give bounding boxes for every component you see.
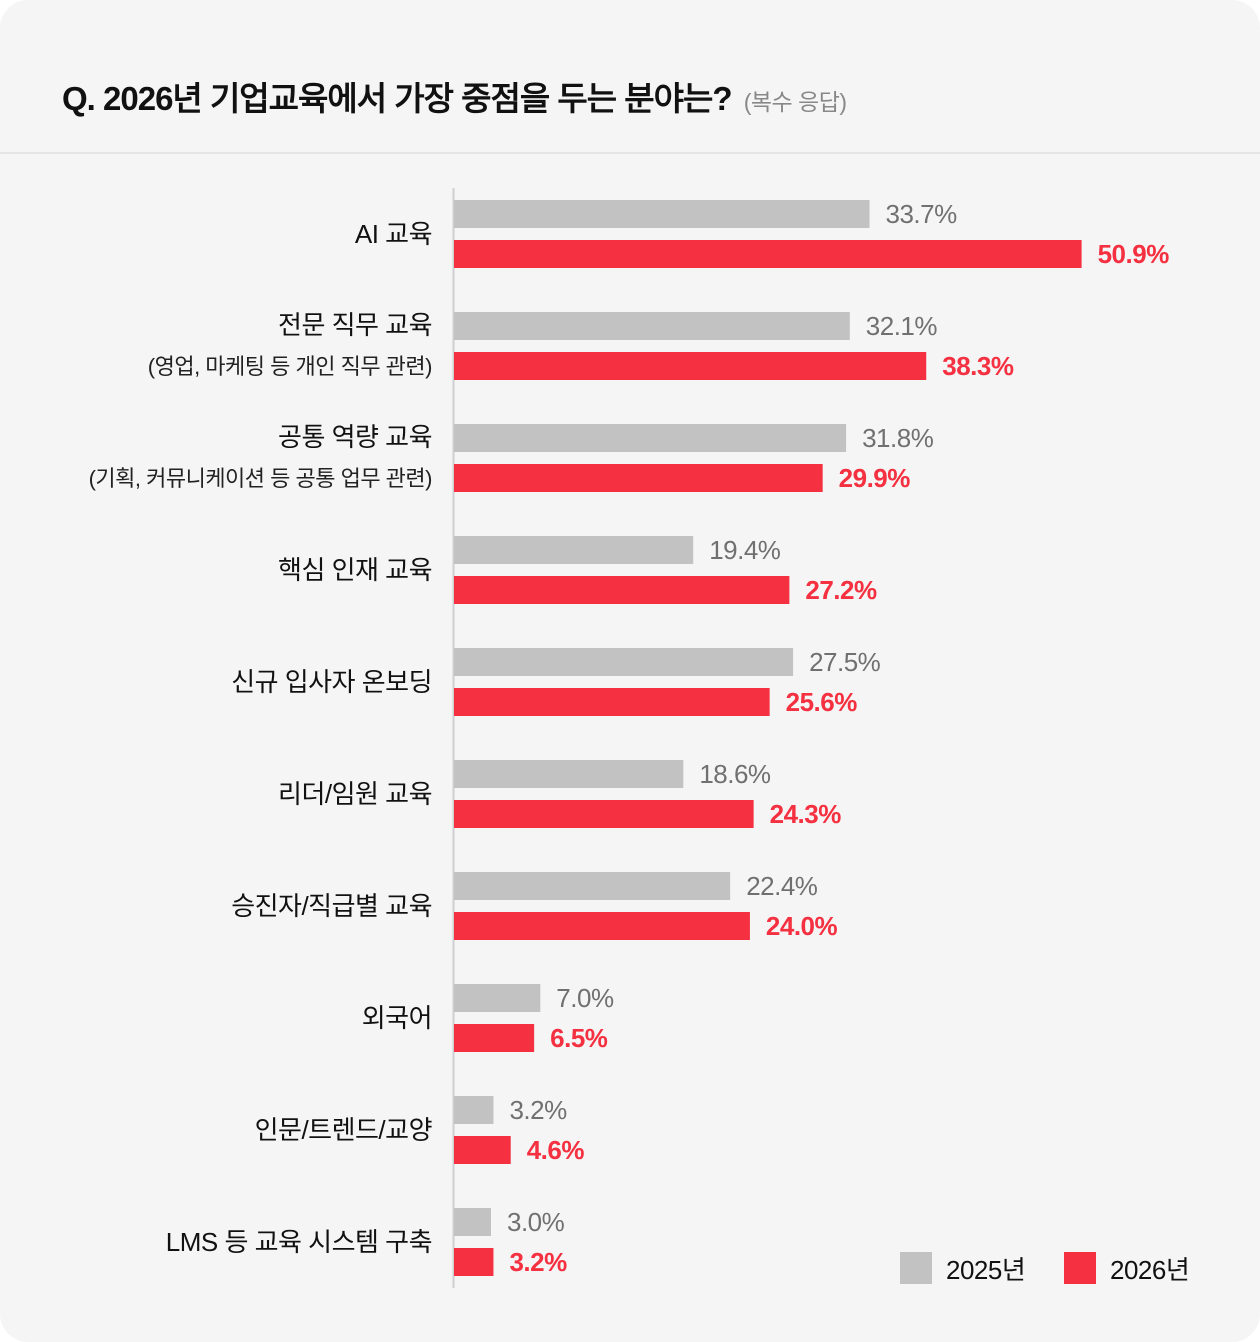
bar-2026: [454, 464, 823, 492]
bar-2025: [454, 984, 541, 1012]
category-label: 핵심 인재 교육: [278, 555, 432, 585]
bar-2026: [454, 576, 790, 604]
data-label-2026: 3.2%: [509, 1247, 567, 1277]
bar-2025: [454, 648, 794, 676]
data-label-2026: 38.3%: [942, 351, 1014, 381]
legend-swatch-2026: [1064, 1252, 1096, 1284]
data-label-2025: 7.0%: [556, 983, 614, 1013]
bar-2026: [454, 352, 927, 380]
legend-swatch-2025: [900, 1252, 932, 1284]
bar-2026: [454, 1024, 535, 1052]
bar-2026: [454, 1136, 511, 1164]
legend-label-2025: 2025년: [946, 1254, 1026, 1285]
data-label-2026: 27.2%: [805, 575, 877, 605]
chart-title-note: (복수 응답): [743, 89, 847, 115]
category-label: AI 교육: [355, 219, 432, 249]
bar-2025: [454, 1096, 494, 1124]
legend-label-2026: 2026년: [1110, 1254, 1190, 1285]
category-label: 신규 입사자 온보딩: [231, 667, 432, 697]
bar-2025: [454, 424, 847, 452]
data-label-2025: 32.1%: [866, 311, 938, 341]
category-label: LMS 등 교육 시스템 구축: [166, 1227, 432, 1257]
legend-item-2026: 2026년: [1064, 1251, 1190, 1285]
legend-item-2025: 2025년: [900, 1251, 1026, 1285]
category-sublabel: (영업, 마케팅 등 개인 직무 관련): [148, 354, 432, 379]
category-label: 인문/트렌드/교양: [255, 1115, 432, 1145]
data-label-2025: 3.2%: [509, 1095, 567, 1125]
data-label-2026: 4.6%: [527, 1135, 585, 1165]
category-label: 공통 역량 교육: [278, 422, 432, 452]
chart-title: Q. 2026년 기업교육에서 가장 중점을 두는 분야는? (복수 응답): [62, 72, 847, 120]
data-label-2026: 50.9%: [1098, 239, 1170, 269]
category-sublabel: (기획, 커뮤니케이션 등 공통 업무 관련): [89, 466, 432, 491]
data-label-2025: 33.7%: [886, 199, 958, 229]
data-label-2026: 25.6%: [786, 687, 858, 717]
bar-2025: [454, 1208, 491, 1236]
chart-title-main: Q. 2026년 기업교육에서 가장 중점을 두는 분야는?: [62, 80, 733, 117]
bar-2026: [454, 912, 750, 940]
bar-2026: [454, 240, 1082, 268]
data-label-2026: 6.5%: [550, 1023, 608, 1053]
bar-2026: [454, 688, 770, 716]
data-label-2025: 18.6%: [699, 759, 771, 789]
category-label: 외국어: [362, 1003, 432, 1033]
bar-2025: [454, 872, 731, 900]
category-label: 전문 직무 교육: [278, 310, 432, 340]
bar-2026: [454, 1248, 494, 1276]
bar-2025: [454, 312, 850, 340]
chart-header: Q. 2026년 기업교육에서 가장 중점을 두는 분야는? (복수 응답): [0, 0, 1260, 154]
category-label: 승진자/직급별 교육: [231, 891, 432, 921]
data-label-2026: 29.9%: [839, 463, 911, 493]
data-label-2026: 24.3%: [770, 799, 842, 829]
bar-2025: [454, 536, 694, 564]
data-label-2025: 31.8%: [862, 423, 934, 453]
data-label-2026: 24.0%: [766, 911, 838, 941]
data-label-2025: 3.0%: [507, 1207, 565, 1237]
data-label-2025: 19.4%: [709, 535, 781, 565]
bar-2025: [454, 760, 684, 788]
category-label: 리더/임원 교육: [278, 779, 432, 809]
bar-2026: [454, 800, 754, 828]
data-label-2025: 27.5%: [809, 647, 881, 677]
bar-2025: [454, 200, 870, 228]
data-label-2025: 22.4%: [746, 871, 818, 901]
